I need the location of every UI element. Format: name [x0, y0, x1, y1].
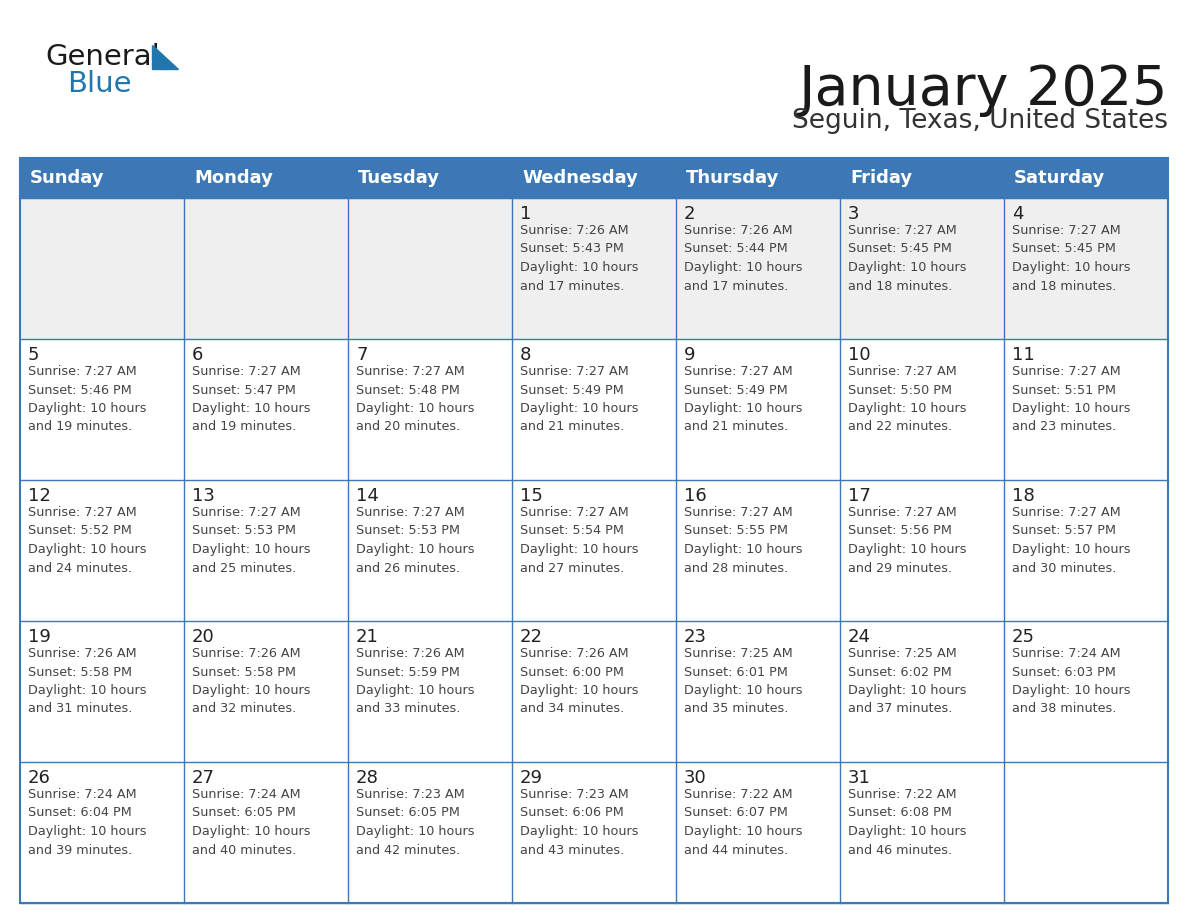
Text: 1: 1 [520, 205, 531, 223]
Text: 21: 21 [356, 628, 379, 646]
Text: 4: 4 [1012, 205, 1024, 223]
Text: Tuesday: Tuesday [358, 169, 440, 187]
Text: Sunrise: 7:25 AM
Sunset: 6:02 PM
Daylight: 10 hours
and 37 minutes.: Sunrise: 7:25 AM Sunset: 6:02 PM Dayligh… [848, 647, 967, 715]
Text: Wednesday: Wednesday [522, 169, 638, 187]
Text: Sunrise: 7:26 AM
Sunset: 5:43 PM
Daylight: 10 hours
and 17 minutes.: Sunrise: 7:26 AM Sunset: 5:43 PM Dayligh… [520, 224, 638, 293]
Text: 16: 16 [684, 487, 707, 505]
Text: 25: 25 [1012, 628, 1035, 646]
Text: Thursday: Thursday [685, 169, 779, 187]
Text: Sunrise: 7:22 AM
Sunset: 6:08 PM
Daylight: 10 hours
and 46 minutes.: Sunrise: 7:22 AM Sunset: 6:08 PM Dayligh… [848, 788, 967, 856]
Text: Sunrise: 7:26 AM
Sunset: 5:44 PM
Daylight: 10 hours
and 17 minutes.: Sunrise: 7:26 AM Sunset: 5:44 PM Dayligh… [684, 224, 803, 293]
Text: 23: 23 [684, 628, 707, 646]
Text: Monday: Monday [194, 169, 273, 187]
Polygon shape [152, 45, 178, 69]
Text: 24: 24 [848, 628, 871, 646]
Text: 18: 18 [1012, 487, 1035, 505]
Text: January 2025: January 2025 [798, 63, 1168, 117]
Text: Sunrise: 7:27 AM
Sunset: 5:49 PM
Daylight: 10 hours
and 21 minutes.: Sunrise: 7:27 AM Sunset: 5:49 PM Dayligh… [684, 365, 803, 433]
Text: Sunrise: 7:27 AM
Sunset: 5:49 PM
Daylight: 10 hours
and 21 minutes.: Sunrise: 7:27 AM Sunset: 5:49 PM Dayligh… [520, 365, 638, 433]
Text: Sunrise: 7:24 AM
Sunset: 6:04 PM
Daylight: 10 hours
and 39 minutes.: Sunrise: 7:24 AM Sunset: 6:04 PM Dayligh… [29, 788, 146, 856]
Text: Sunrise: 7:27 AM
Sunset: 5:45 PM
Daylight: 10 hours
and 18 minutes.: Sunrise: 7:27 AM Sunset: 5:45 PM Dayligh… [1012, 224, 1131, 293]
Text: Sunrise: 7:27 AM
Sunset: 5:54 PM
Daylight: 10 hours
and 27 minutes.: Sunrise: 7:27 AM Sunset: 5:54 PM Dayligh… [520, 506, 638, 575]
Text: Sunrise: 7:22 AM
Sunset: 6:07 PM
Daylight: 10 hours
and 44 minutes.: Sunrise: 7:22 AM Sunset: 6:07 PM Dayligh… [684, 788, 803, 856]
Text: Blue: Blue [67, 70, 132, 98]
Text: Sunrise: 7:26 AM
Sunset: 5:59 PM
Daylight: 10 hours
and 33 minutes.: Sunrise: 7:26 AM Sunset: 5:59 PM Dayligh… [356, 647, 474, 715]
Text: 29: 29 [520, 769, 543, 787]
Bar [20, 480, 1168, 621]
Text: Sunday: Sunday [30, 169, 105, 187]
Bar [20, 158, 1168, 198]
Text: 6: 6 [192, 346, 203, 364]
Text: 2: 2 [684, 205, 695, 223]
Text: Sunrise: 7:24 AM
Sunset: 6:03 PM
Daylight: 10 hours
and 38 minutes.: Sunrise: 7:24 AM Sunset: 6:03 PM Dayligh… [1012, 647, 1131, 715]
Text: 11: 11 [1012, 346, 1035, 364]
Text: 22: 22 [520, 628, 543, 646]
Text: Sunrise: 7:27 AM
Sunset: 5:50 PM
Daylight: 10 hours
and 22 minutes.: Sunrise: 7:27 AM Sunset: 5:50 PM Dayligh… [848, 365, 967, 433]
Text: Sunrise: 7:27 AM
Sunset: 5:56 PM
Daylight: 10 hours
and 29 minutes.: Sunrise: 7:27 AM Sunset: 5:56 PM Dayligh… [848, 506, 967, 575]
Text: Sunrise: 7:27 AM
Sunset: 5:55 PM
Daylight: 10 hours
and 28 minutes.: Sunrise: 7:27 AM Sunset: 5:55 PM Dayligh… [684, 506, 803, 575]
Text: 14: 14 [356, 487, 379, 505]
Text: Sunrise: 7:23 AM
Sunset: 6:06 PM
Daylight: 10 hours
and 43 minutes.: Sunrise: 7:23 AM Sunset: 6:06 PM Dayligh… [520, 788, 638, 856]
Text: 9: 9 [684, 346, 695, 364]
Text: 3: 3 [848, 205, 859, 223]
Text: 26: 26 [29, 769, 51, 787]
Text: 7: 7 [356, 346, 367, 364]
Text: Sunrise: 7:26 AM
Sunset: 6:00 PM
Daylight: 10 hours
and 34 minutes.: Sunrise: 7:26 AM Sunset: 6:00 PM Dayligh… [520, 647, 638, 715]
Text: Seguin, Texas, United States: Seguin, Texas, United States [792, 108, 1168, 134]
Text: 10: 10 [848, 346, 871, 364]
Text: Sunrise: 7:26 AM
Sunset: 5:58 PM
Daylight: 10 hours
and 32 minutes.: Sunrise: 7:26 AM Sunset: 5:58 PM Dayligh… [192, 647, 310, 715]
Bar [20, 339, 1168, 480]
Bar [20, 158, 1168, 903]
Text: General: General [45, 43, 159, 71]
Bar [20, 762, 1168, 903]
Text: 17: 17 [848, 487, 871, 505]
Text: 31: 31 [848, 769, 871, 787]
Bar [20, 621, 1168, 762]
Text: 12: 12 [29, 487, 51, 505]
Text: Friday: Friday [849, 169, 912, 187]
Text: Sunrise: 7:27 AM
Sunset: 5:57 PM
Daylight: 10 hours
and 30 minutes.: Sunrise: 7:27 AM Sunset: 5:57 PM Dayligh… [1012, 506, 1131, 575]
Text: 15: 15 [520, 487, 543, 505]
Text: Saturday: Saturday [1015, 169, 1105, 187]
Text: Sunrise: 7:25 AM
Sunset: 6:01 PM
Daylight: 10 hours
and 35 minutes.: Sunrise: 7:25 AM Sunset: 6:01 PM Dayligh… [684, 647, 803, 715]
Text: 19: 19 [29, 628, 51, 646]
Text: Sunrise: 7:27 AM
Sunset: 5:46 PM
Daylight: 10 hours
and 19 minutes.: Sunrise: 7:27 AM Sunset: 5:46 PM Dayligh… [29, 365, 146, 433]
Text: Sunrise: 7:27 AM
Sunset: 5:47 PM
Daylight: 10 hours
and 19 minutes.: Sunrise: 7:27 AM Sunset: 5:47 PM Dayligh… [192, 365, 310, 433]
Text: Sunrise: 7:27 AM
Sunset: 5:52 PM
Daylight: 10 hours
and 24 minutes.: Sunrise: 7:27 AM Sunset: 5:52 PM Dayligh… [29, 506, 146, 575]
Text: 30: 30 [684, 769, 707, 787]
Text: 13: 13 [192, 487, 215, 505]
Bar [20, 198, 1168, 339]
Text: 5: 5 [29, 346, 39, 364]
Text: 8: 8 [520, 346, 531, 364]
Text: Sunrise: 7:27 AM
Sunset: 5:53 PM
Daylight: 10 hours
and 25 minutes.: Sunrise: 7:27 AM Sunset: 5:53 PM Dayligh… [192, 506, 310, 575]
Text: Sunrise: 7:24 AM
Sunset: 6:05 PM
Daylight: 10 hours
and 40 minutes.: Sunrise: 7:24 AM Sunset: 6:05 PM Dayligh… [192, 788, 310, 856]
Text: Sunrise: 7:27 AM
Sunset: 5:48 PM
Daylight: 10 hours
and 20 minutes.: Sunrise: 7:27 AM Sunset: 5:48 PM Dayligh… [356, 365, 474, 433]
Text: 20: 20 [192, 628, 215, 646]
Text: Sunrise: 7:23 AM
Sunset: 6:05 PM
Daylight: 10 hours
and 42 minutes.: Sunrise: 7:23 AM Sunset: 6:05 PM Dayligh… [356, 788, 474, 856]
Text: 28: 28 [356, 769, 379, 787]
Text: 27: 27 [192, 769, 215, 787]
Text: Sunrise: 7:27 AM
Sunset: 5:51 PM
Daylight: 10 hours
and 23 minutes.: Sunrise: 7:27 AM Sunset: 5:51 PM Dayligh… [1012, 365, 1131, 433]
Text: Sunrise: 7:27 AM
Sunset: 5:45 PM
Daylight: 10 hours
and 18 minutes.: Sunrise: 7:27 AM Sunset: 5:45 PM Dayligh… [848, 224, 967, 293]
Text: Sunrise: 7:27 AM
Sunset: 5:53 PM
Daylight: 10 hours
and 26 minutes.: Sunrise: 7:27 AM Sunset: 5:53 PM Dayligh… [356, 506, 474, 575]
Text: Sunrise: 7:26 AM
Sunset: 5:58 PM
Daylight: 10 hours
and 31 minutes.: Sunrise: 7:26 AM Sunset: 5:58 PM Dayligh… [29, 647, 146, 715]
